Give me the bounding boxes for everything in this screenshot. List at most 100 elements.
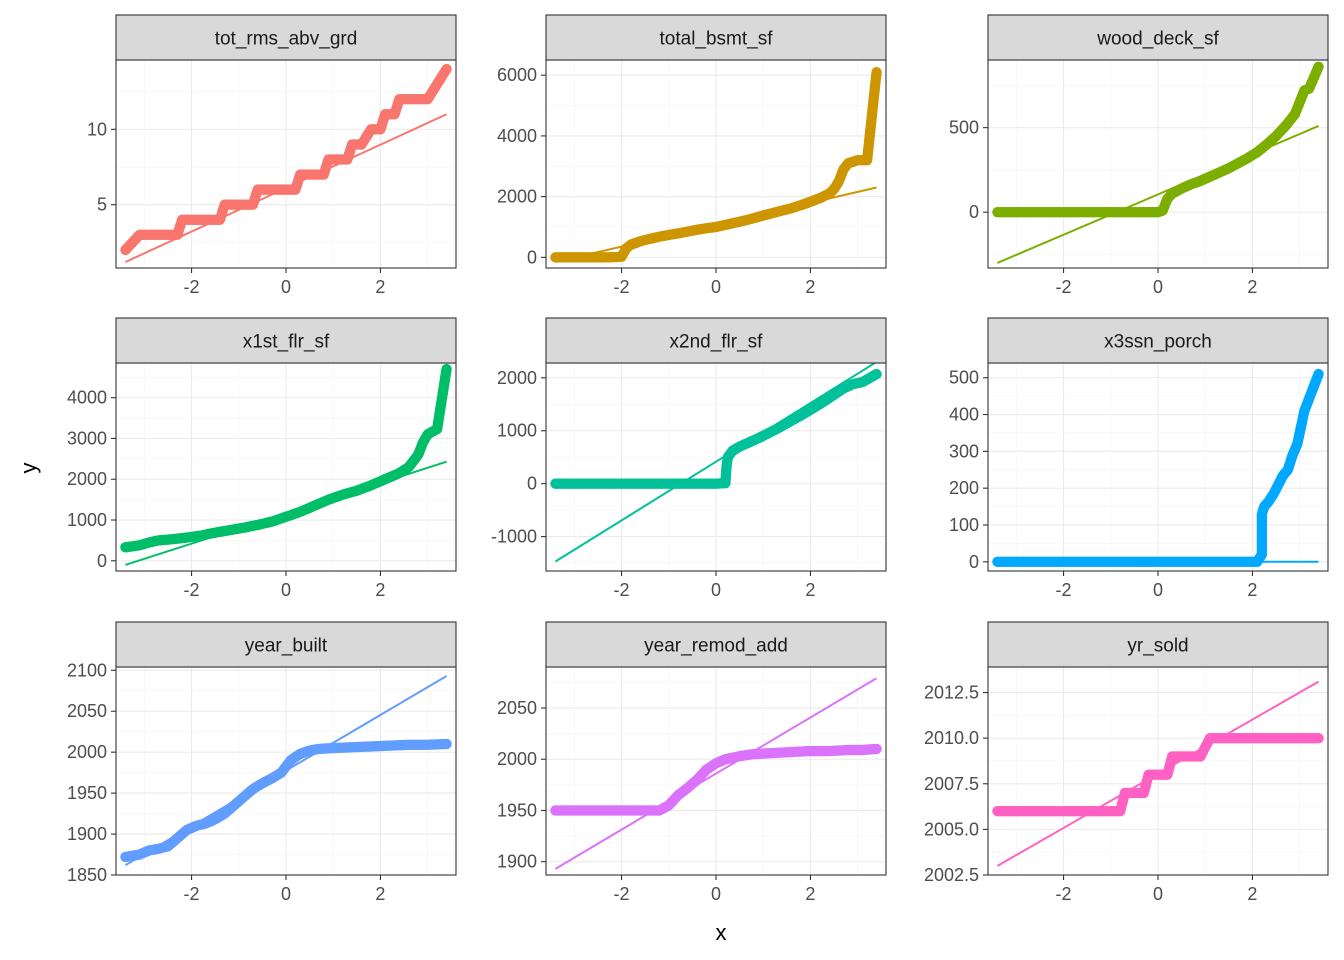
y-tick-label: 1850 <box>67 865 107 885</box>
data-point <box>1313 61 1324 72</box>
data-point <box>276 767 287 778</box>
x-tick-label: -2 <box>1056 580 1072 600</box>
data-point <box>219 808 230 819</box>
data-point <box>721 462 732 473</box>
data-point <box>1006 556 1017 567</box>
data-point <box>1034 805 1046 817</box>
data-point <box>1185 179 1197 190</box>
data-point <box>748 748 759 760</box>
data-point <box>1176 556 1187 567</box>
data-point <box>800 407 811 418</box>
data-point <box>1063 805 1074 817</box>
data-point <box>564 805 575 816</box>
facet-tot_rms_abv_grd: tot_rms_abv_grd -2 0 2 5 10 <box>87 14 457 297</box>
data-point <box>635 236 646 247</box>
data-point <box>1303 83 1315 94</box>
data-point <box>280 184 292 195</box>
data-point <box>550 805 561 816</box>
data-point <box>1115 805 1126 817</box>
data-point <box>710 758 722 769</box>
y-tick-label: 2010.0 <box>924 728 979 748</box>
data-point <box>328 742 339 754</box>
data-point <box>791 412 802 424</box>
data-point <box>682 782 693 794</box>
data-point <box>786 202 797 214</box>
data-point <box>753 432 764 444</box>
x-axis-title: x <box>716 920 727 945</box>
facet-strip-label: year_built <box>245 636 328 657</box>
facet-x2nd_flr_sf: x2nd_flr_sf -2 0 2 -1000 0 1000 2000 <box>491 317 887 600</box>
y-tick-label: 2012.5 <box>924 683 979 703</box>
data-point <box>1176 751 1187 762</box>
x-tick-label: -2 <box>614 884 630 904</box>
data-point <box>209 527 221 538</box>
x-tick-label: 2 <box>1247 277 1257 297</box>
data-point <box>1152 769 1164 780</box>
data-point <box>597 252 608 263</box>
data-point <box>758 210 769 221</box>
data-point <box>1081 556 1093 567</box>
data-point <box>176 214 188 225</box>
data-point <box>720 477 731 489</box>
data-point <box>583 805 594 816</box>
y-tick-label: 2000 <box>497 749 537 769</box>
x-tick-label: 2 <box>375 884 385 904</box>
data-point <box>1273 479 1284 490</box>
data-point <box>992 206 1003 218</box>
data-point <box>673 789 684 801</box>
data-point <box>143 537 155 548</box>
facet-strip-label: year_remod_add <box>644 636 788 657</box>
data-point <box>1195 175 1206 187</box>
data-point <box>323 154 334 165</box>
data-point <box>639 805 651 816</box>
data-point <box>1006 805 1017 817</box>
y-tick-label: 0 <box>969 552 979 572</box>
data-point <box>781 418 793 429</box>
data-point <box>1313 732 1324 744</box>
x-tick-label: 2 <box>375 277 385 297</box>
data-point <box>1289 108 1301 120</box>
data-point <box>550 478 561 489</box>
data-point <box>1096 206 1107 218</box>
data-point <box>224 525 235 536</box>
data-point <box>739 215 750 226</box>
data-point <box>294 169 306 180</box>
data-point <box>120 851 131 863</box>
data-point <box>1063 556 1074 567</box>
y-axis-title: y <box>16 463 41 474</box>
data-point <box>772 423 783 434</box>
data-point <box>550 252 561 263</box>
data-point <box>625 239 637 250</box>
data-point <box>1138 556 1150 567</box>
data-point <box>1115 206 1126 218</box>
y-tick-label: 2000 <box>67 469 107 489</box>
data-point <box>294 748 306 760</box>
data-point <box>682 226 693 237</box>
x-tick-label: 0 <box>1153 277 1163 297</box>
data-point <box>1185 751 1197 762</box>
facet-x3ssn_porch: x3ssn_porch -2 0 2 0 100 200 300 400 500 <box>949 317 1329 600</box>
data-point <box>1256 549 1268 560</box>
data-point <box>346 742 358 753</box>
data-point <box>1077 805 1088 817</box>
data-point <box>318 169 329 180</box>
data-point <box>824 745 835 757</box>
data-point <box>1294 732 1305 744</box>
facet-year_built: year_built -2 0 2 1850 1900 1950 2000 2050 2100 <box>67 621 457 904</box>
data-point <box>1195 556 1206 567</box>
data-point <box>1299 405 1310 417</box>
data-point <box>1176 183 1187 194</box>
data-point <box>195 214 207 225</box>
data-point <box>1025 556 1036 567</box>
data-point <box>814 192 826 204</box>
data-point <box>1251 556 1263 567</box>
data-point <box>186 214 197 225</box>
data-point <box>776 205 788 216</box>
data-point <box>431 423 443 435</box>
data-point <box>323 494 334 505</box>
data-point <box>1138 787 1150 799</box>
data-point <box>238 522 249 533</box>
data-point <box>564 252 575 263</box>
